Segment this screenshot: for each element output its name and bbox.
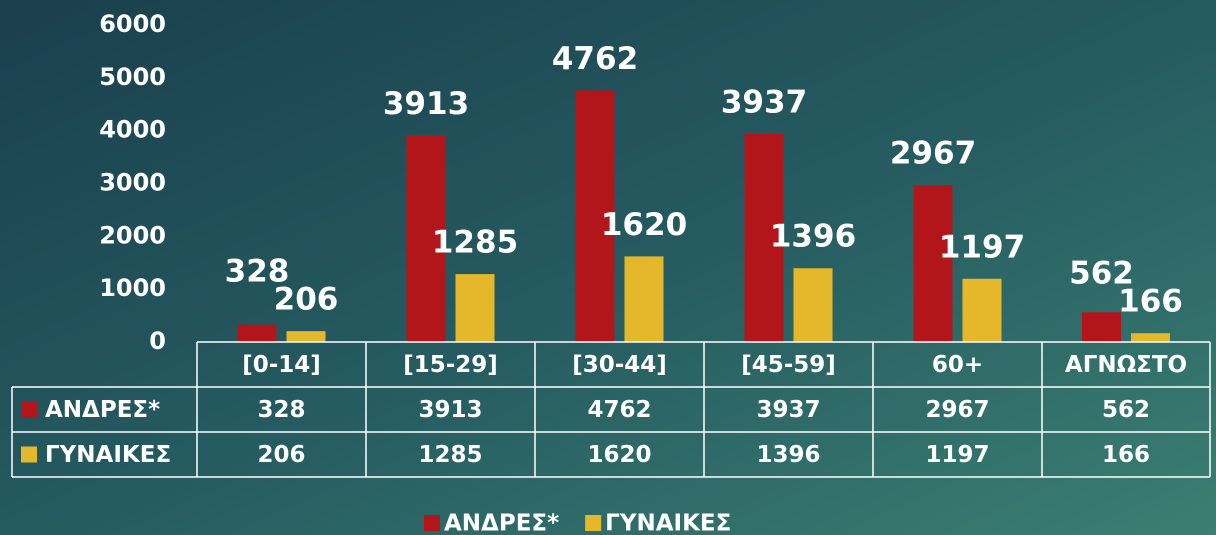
y-tick-label: 3000 bbox=[99, 169, 166, 197]
y-tick-label: 2000 bbox=[99, 221, 166, 249]
data-label: 4762 bbox=[552, 41, 638, 77]
bar bbox=[286, 331, 326, 342]
bar bbox=[962, 278, 1002, 342]
bar bbox=[1131, 333, 1170, 342]
data-label: 2967 bbox=[890, 136, 976, 172]
table-cell: 166 bbox=[1102, 442, 1150, 468]
table-cell: 562 bbox=[1102, 397, 1150, 423]
table-row-label: ΑΝΔΡΕΣ* bbox=[45, 397, 160, 423]
table-cell: 1285 bbox=[418, 442, 482, 468]
data-label: 1197 bbox=[939, 229, 1025, 265]
table-cell: 1620 bbox=[587, 442, 651, 468]
table-header: 60+ bbox=[932, 352, 983, 378]
legend-label: ΑΝΔΡΕΣ* bbox=[444, 511, 559, 535]
data-label: 328 bbox=[225, 254, 290, 290]
y-tick-label: 1000 bbox=[99, 274, 166, 302]
table-row-label: ΓΥΝΑΙΚΕΣ bbox=[45, 442, 171, 468]
data-label: 3937 bbox=[721, 84, 807, 120]
legend-key bbox=[585, 515, 602, 531]
table-cell: 328 bbox=[257, 397, 305, 423]
data-label: 562 bbox=[1069, 256, 1134, 292]
data-label: 1396 bbox=[770, 219, 856, 255]
table-cell: 1396 bbox=[756, 442, 820, 468]
table-header: [30-44] bbox=[572, 352, 667, 378]
bar bbox=[793, 268, 833, 342]
table-header: [15-29] bbox=[403, 352, 498, 378]
y-tick-label: 5000 bbox=[99, 63, 166, 91]
data-label: 166 bbox=[1118, 284, 1183, 320]
table-header: [45-59] bbox=[741, 352, 836, 378]
legend-key bbox=[424, 515, 440, 531]
table-header: ΑΓΝΩΣΤΟ bbox=[1065, 352, 1187, 378]
table-cell: 2967 bbox=[925, 397, 989, 423]
y-tick-label: 6000 bbox=[99, 10, 166, 38]
bar bbox=[1082, 312, 1121, 342]
table-legend-key bbox=[21, 401, 37, 418]
table-header: [0-14] bbox=[242, 352, 321, 378]
table-legend-key bbox=[21, 446, 37, 463]
y-tick-label: 0 bbox=[149, 327, 166, 355]
table-cell: 4762 bbox=[587, 397, 651, 423]
bar bbox=[575, 90, 615, 342]
table-cell: 3937 bbox=[756, 397, 820, 423]
data-label: 206 bbox=[274, 282, 339, 318]
bar bbox=[406, 135, 446, 342]
legend-label: ΓΥΝΑΙΚΕΣ bbox=[605, 511, 731, 535]
data-label: 1285 bbox=[432, 225, 518, 261]
data-label: 1620 bbox=[601, 207, 687, 243]
bar bbox=[913, 185, 953, 342]
table-cell: 3913 bbox=[418, 397, 482, 423]
bar bbox=[624, 256, 664, 342]
bar bbox=[237, 324, 277, 342]
y-tick-label: 4000 bbox=[99, 116, 166, 144]
table-cell: 1197 bbox=[925, 442, 989, 468]
data-label: 3913 bbox=[383, 86, 469, 122]
bar bbox=[455, 274, 495, 342]
table-cell: 206 bbox=[257, 442, 305, 468]
bar bbox=[744, 133, 784, 342]
